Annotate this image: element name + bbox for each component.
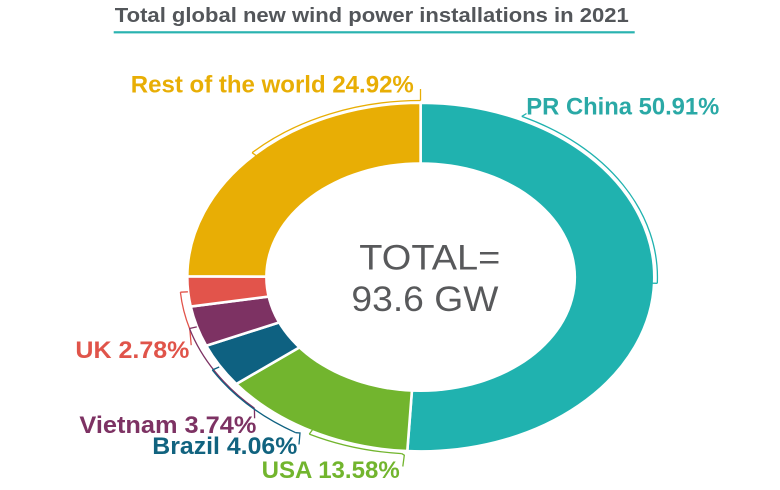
svg-text:USA 13.58%: USA 13.58% xyxy=(262,457,400,484)
svg-text:PR China 50.91%: PR China 50.91% xyxy=(526,94,719,121)
svg-text:Rest of the world 24.92%: Rest of the world 24.92% xyxy=(131,72,414,99)
svg-text:Total global new wind power in: Total global new wind power installation… xyxy=(115,5,629,27)
svg-text:Brazil 4.06%: Brazil 4.06% xyxy=(152,433,297,460)
svg-text:TOTAL=: TOTAL= xyxy=(359,237,500,277)
svg-text:93.6 GW: 93.6 GW xyxy=(351,279,499,319)
svg-text:UK 2.78%: UK 2.78% xyxy=(75,337,189,364)
svg-text:Vietnam 3.74%: Vietnam 3.74% xyxy=(79,412,256,439)
